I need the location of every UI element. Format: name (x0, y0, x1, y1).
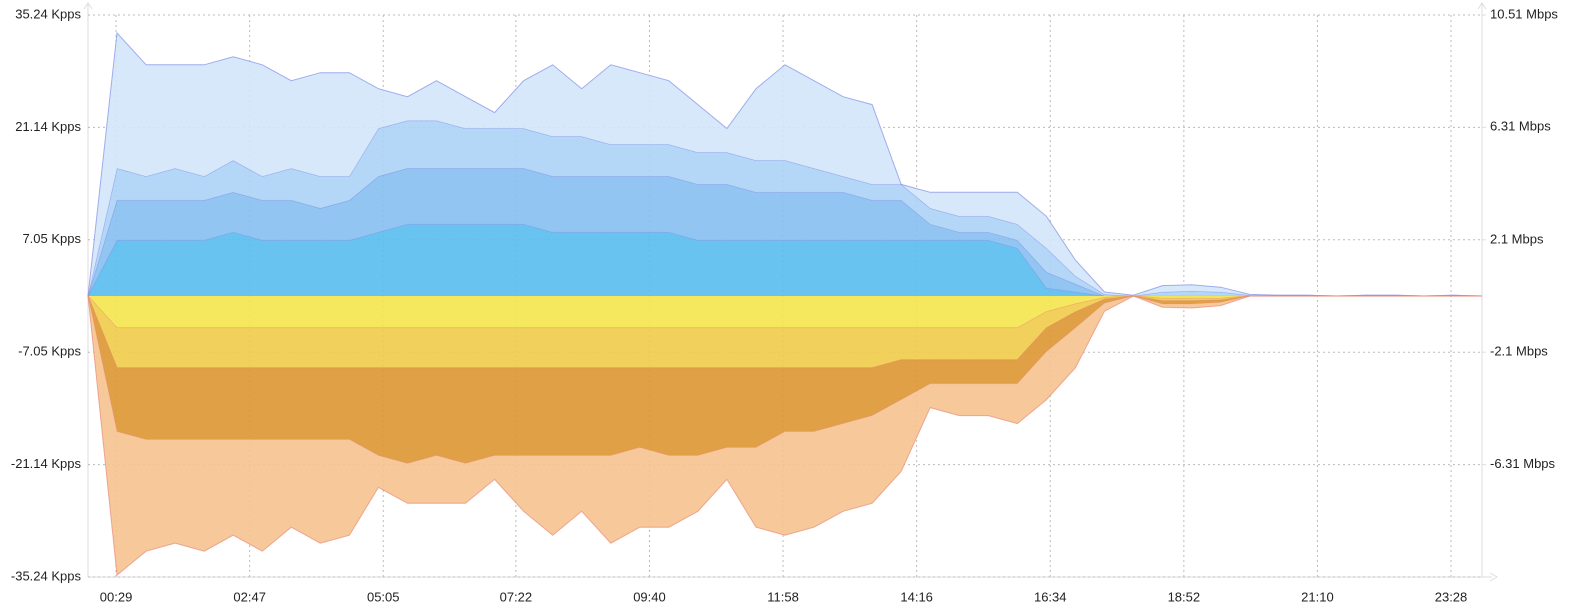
y-tick-label: -35.24 Kpps (11, 568, 82, 583)
area (88, 296, 1482, 328)
y2-tick-label: 2.1 Mbps (1490, 231, 1544, 246)
x-tick-label: 23:28 (1435, 589, 1468, 604)
area (88, 296, 1482, 368)
area-line (87, 295, 1482, 577)
areas (87, 31, 1483, 577)
y-tick-label: 7.05 Kpps (22, 231, 81, 246)
area (88, 120, 1482, 296)
y2-tick-label: -6.31 Mbps (1490, 456, 1556, 471)
x-tick-label: 09:40 (633, 589, 666, 604)
x-tick-label: 02:47 (233, 589, 266, 604)
area-line (87, 31, 1483, 297)
area (88, 296, 1482, 576)
y-tick-label: 21.14 Kpps (15, 119, 81, 134)
y-tick-label: -7.05 Kpps (18, 344, 81, 359)
x-tick-label: 16:34 (1034, 589, 1067, 604)
axis-arrow (1477, 2, 1487, 10)
x-tick-label: 00:29 (100, 589, 133, 604)
y2-tick-label: 6.31 Mbps (1490, 119, 1551, 134)
x-tick-label: 18:52 (1168, 589, 1201, 604)
y2-tick-label: 10.51 Mbps (1490, 6, 1558, 21)
x-tick-label: 11:58 (767, 589, 799, 604)
area (88, 296, 1482, 464)
area (88, 168, 1482, 296)
x-tick-label: 07:22 (500, 589, 533, 604)
y2-tick-label: -2.1 Mbps (1490, 344, 1548, 359)
y-tick-label: -21.14 Kpps (11, 456, 82, 471)
axis-arrow (1489, 572, 1499, 582)
x-tick-label: 21:10 (1301, 589, 1334, 604)
area (88, 224, 1482, 296)
y-tick-label: 35.24 Kpps (15, 6, 81, 21)
x-tick-label: 05:05 (367, 589, 400, 604)
x-tick-label: 14:16 (900, 589, 933, 604)
axis-arrow (83, 2, 93, 10)
area (88, 32, 1482, 297)
